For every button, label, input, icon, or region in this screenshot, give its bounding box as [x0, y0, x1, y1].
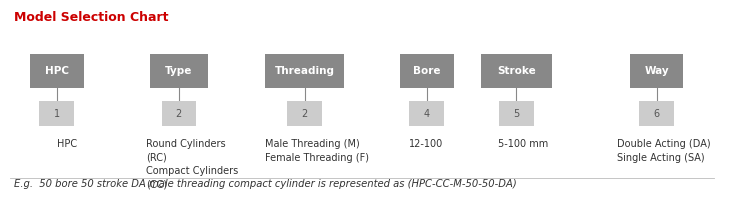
FancyBboxPatch shape	[630, 54, 684, 88]
Text: Stroke: Stroke	[497, 66, 536, 76]
Text: Double Acting (DA)
Single Acting (SA): Double Acting (DA) Single Acting (SA)	[617, 139, 711, 163]
FancyBboxPatch shape	[287, 101, 322, 126]
Text: 2: 2	[176, 109, 182, 119]
Text: HPC: HPC	[57, 139, 76, 149]
FancyBboxPatch shape	[40, 101, 74, 126]
Text: 4: 4	[423, 109, 430, 119]
Text: 1: 1	[54, 109, 60, 119]
FancyBboxPatch shape	[265, 54, 344, 88]
FancyBboxPatch shape	[409, 101, 444, 126]
FancyBboxPatch shape	[499, 101, 534, 126]
Text: 5-100 mm: 5-100 mm	[498, 139, 549, 149]
FancyBboxPatch shape	[400, 54, 453, 88]
Text: Model Selection Chart: Model Selection Chart	[13, 11, 168, 24]
Text: Way: Way	[644, 66, 669, 76]
FancyBboxPatch shape	[162, 101, 196, 126]
Text: 5: 5	[513, 109, 520, 119]
Text: 6: 6	[653, 109, 659, 119]
FancyBboxPatch shape	[150, 54, 207, 88]
Text: Threading: Threading	[274, 66, 334, 76]
Text: Bore: Bore	[413, 66, 440, 76]
Text: Round Cylinders
(RC)
Compact Cylinders
(CC): Round Cylinders (RC) Compact Cylinders (…	[146, 139, 239, 190]
Text: Type: Type	[165, 66, 193, 76]
Text: 2: 2	[301, 109, 308, 119]
Text: Male Threading (M)
Female Threading (F): Male Threading (M) Female Threading (F)	[265, 139, 369, 163]
Text: E.g.  50 bore 50 stroke DA male threading compact cylinder is represented as (HP: E.g. 50 bore 50 stroke DA male threading…	[13, 179, 516, 189]
FancyBboxPatch shape	[29, 54, 84, 88]
FancyBboxPatch shape	[481, 54, 553, 88]
Text: 12-100: 12-100	[409, 139, 443, 149]
Text: HPC: HPC	[45, 66, 68, 76]
FancyBboxPatch shape	[639, 101, 674, 126]
